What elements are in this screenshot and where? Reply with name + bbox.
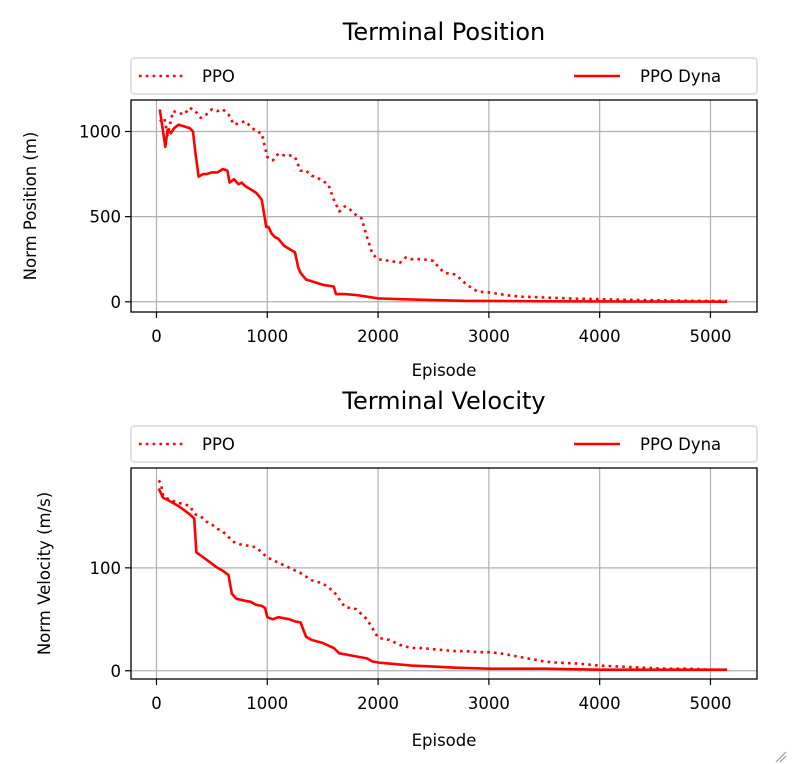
x-tick-label: 5000 bbox=[689, 327, 731, 346]
x-tick-label: 3000 bbox=[468, 327, 510, 346]
grid bbox=[131, 100, 757, 312]
plot-frame bbox=[130, 467, 758, 680]
x-tick-label: 4000 bbox=[579, 327, 621, 346]
y-axis-label: Norm Velocity (m/s) bbox=[35, 492, 54, 655]
series-line-ppo-dyna bbox=[158, 109, 728, 304]
legend-label-ppo-dyna: PPO Dyna bbox=[640, 435, 721, 454]
series-line-ppo bbox=[159, 106, 728, 303]
x-tick-label: 2000 bbox=[357, 327, 399, 346]
plot-frame bbox=[130, 99, 758, 313]
series-line-ppo-dyna bbox=[157, 488, 728, 672]
x-tick-label: 1000 bbox=[246, 694, 288, 713]
series-line-ppo bbox=[157, 479, 728, 672]
legend: PPO PPO Dyna bbox=[130, 57, 758, 95]
y-tick-label: 1000 bbox=[79, 123, 121, 142]
chart-1: Terminal Velocity 0 1000 2000 3000 4000 5000 0 1… bbox=[35, 387, 758, 750]
y-tick-label: 0 bbox=[111, 662, 122, 681]
y-tick-label: 500 bbox=[90, 208, 122, 227]
y-axis-label: Norm Position (m) bbox=[21, 132, 40, 281]
chart-title: Terminal Velocity bbox=[341, 387, 545, 415]
chart-title: Terminal Position bbox=[342, 18, 546, 46]
x-tick-label: 2000 bbox=[357, 694, 399, 713]
legend: PPO PPO Dyna bbox=[130, 425, 758, 463]
y-tick-label: 0 bbox=[111, 293, 122, 312]
x-axis-label: Episode bbox=[412, 361, 477, 380]
resize-grip-icon bbox=[775, 751, 787, 763]
legend-box bbox=[130, 425, 758, 463]
legend-label-ppo-dyna: PPO Dyna bbox=[640, 67, 721, 86]
x-tick-label: 3000 bbox=[468, 694, 510, 713]
chart-0: Terminal Position 0 1000 2000 3000 4000 5000 0 5… bbox=[21, 18, 758, 380]
legend-box bbox=[130, 57, 758, 95]
legend-label-ppo: PPO bbox=[202, 67, 235, 86]
x-tick-label: 4000 bbox=[579, 694, 621, 713]
x-tick-label: 1000 bbox=[246, 327, 288, 346]
legend-label-ppo: PPO bbox=[202, 435, 235, 454]
x-tick-label: 5000 bbox=[689, 694, 731, 713]
x-tick-label: 0 bbox=[151, 694, 162, 713]
x-axis-label: Episode bbox=[412, 731, 477, 750]
y-tick-label: 100 bbox=[90, 559, 122, 578]
x-tick-label: 0 bbox=[151, 327, 162, 346]
